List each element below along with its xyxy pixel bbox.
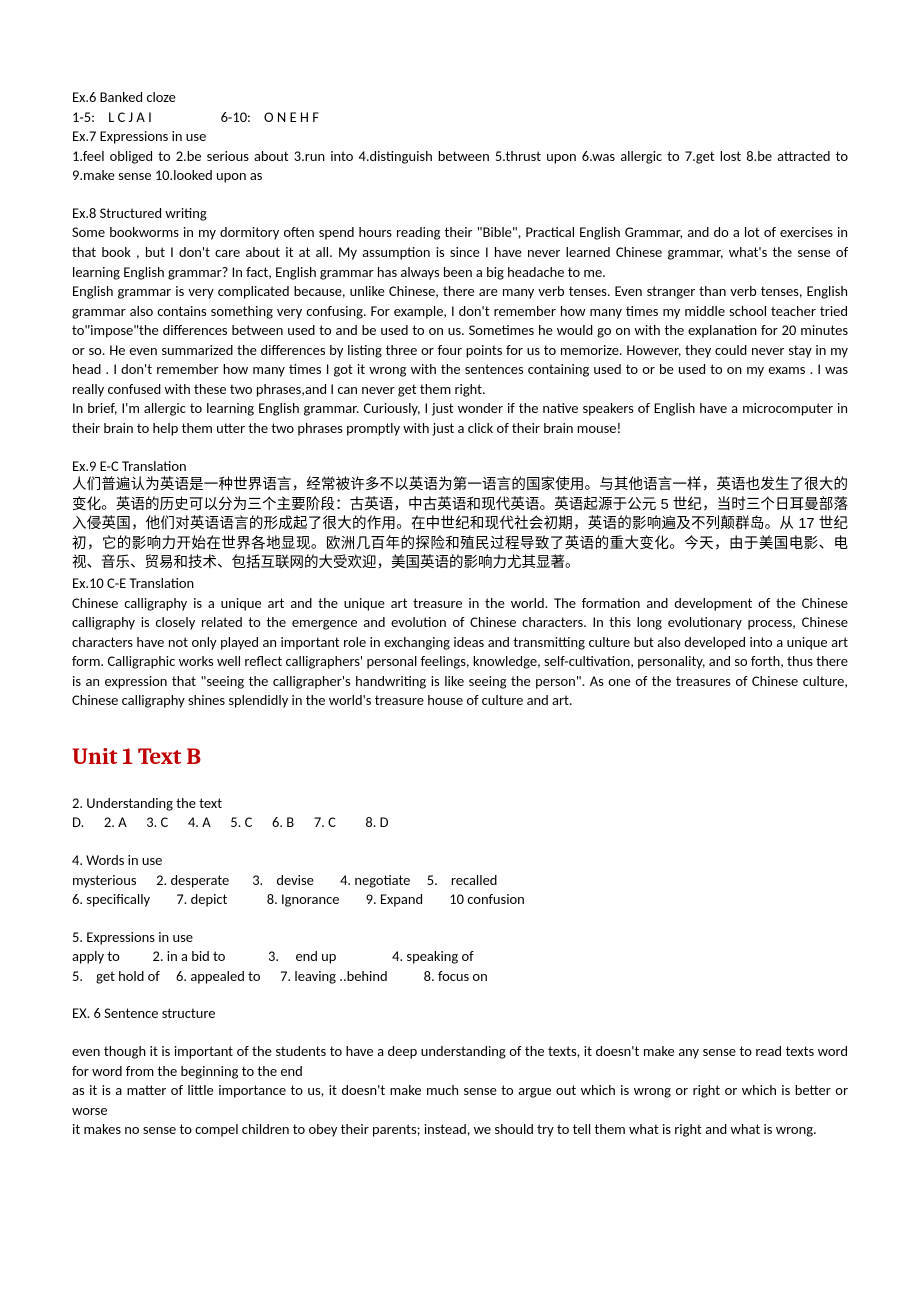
b5-title: 5. Expressions in use — [72, 928, 848, 948]
b4-title: 4. Words in use — [72, 851, 848, 871]
ex7-title: Ex.7 Expressions in use — [72, 127, 848, 147]
ex6-title: Ex.6 Banked cloze — [72, 88, 848, 108]
ex8-paragraph-2: English grammar is very complicated beca… — [72, 282, 848, 399]
ex9-title: Ex.9 E-C Translation — [72, 457, 848, 477]
b4-answers-2: 6. specifically 7. depict 8. Ignorance 9… — [72, 890, 848, 910]
b4-answers-1: mysterious 2. desperate 3. devise 4. neg… — [72, 871, 848, 891]
b6-title: EX. 6 Sentence structure — [72, 1004, 848, 1024]
b5-answers-1: apply to 2. in a bid to 3. end up 4. spe… — [72, 947, 848, 967]
b6-paragraph-2: as it is a matter of little importance t… — [72, 1081, 848, 1120]
ex7-answers: 1.feel obliged to 2.be serious about 3.r… — [72, 147, 848, 186]
ex8-paragraph-3: In brief, I'm allergic to learning Engli… — [72, 399, 848, 438]
ex8-title: Ex.8 Structured writing — [72, 204, 848, 224]
b2-title: 2. Understanding the text — [72, 794, 848, 814]
ex10-paragraph: Chinese calligraphy is a unique art and … — [72, 594, 848, 711]
ex8-paragraph-1: Some bookworms in my dormitory often spe… — [72, 223, 848, 282]
ex6-answers: 1-5: L C J A I 6-10: O N E H F — [72, 108, 848, 128]
document-page: Ex.6 Banked cloze 1-5: L C J A I 6-10: O… — [0, 0, 920, 1200]
ex9-paragraph: 人们普遍认为英语是一种世界语言，经常被许多不以英语为第一语言的国家使用。与其他语… — [72, 476, 848, 574]
b5-answers-2: 5. get hold of 6. appealed to 7. leaving… — [72, 967, 848, 987]
ex10-title: Ex.10 C-E Translation — [72, 574, 848, 594]
b6-paragraph-3: it makes no sense to compel children to … — [72, 1120, 848, 1140]
b6-paragraph-1: even though it is important of the stude… — [72, 1042, 848, 1081]
unit-heading: Unit 1 Text B — [72, 741, 848, 772]
b2-answers: D. 2. A 3. C 4. A 5. C 6. B 7. C 8. D — [72, 813, 848, 833]
